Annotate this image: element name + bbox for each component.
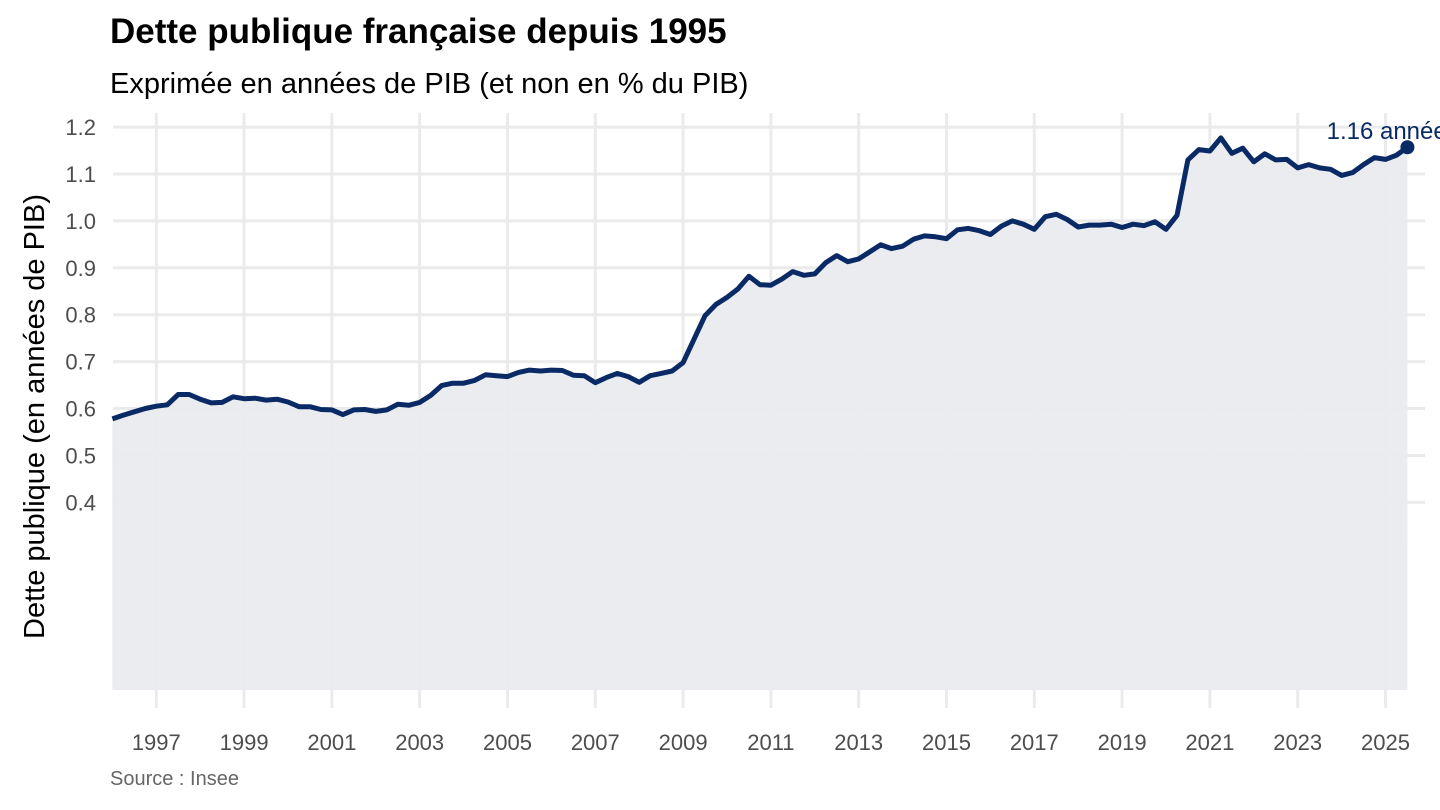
x-tick-label: 2013 (834, 730, 883, 755)
y-tick-label: 0.9 (65, 256, 96, 281)
y-tick-label: 1.1 (65, 162, 96, 187)
x-tick-label: 2009 (659, 730, 708, 755)
x-tick-label: 1999 (220, 730, 269, 755)
y-tick-label: 1.2 (65, 115, 96, 140)
x-tick-label: 2001 (307, 730, 356, 755)
y-tick-label: 0.7 (65, 350, 96, 375)
y-axis: 0.4 0.5 0.6 0.7 0.8 0.9 1.0 1.1 1.2 (65, 115, 96, 515)
y-tick-label: 0.5 (65, 443, 96, 468)
x-tick-label: 1997 (132, 730, 181, 755)
x-tick-label: 2021 (1185, 730, 1234, 755)
x-axis: 1997 1999 2001 2003 2005 2007 2009 2011 2013 2015… (132, 730, 1410, 755)
x-tick-label: 2025 (1361, 730, 1410, 755)
x-tick-label: 2007 (571, 730, 620, 755)
y-axis-title: Dette publique (en années de PIB) (19, 194, 51, 639)
annotation-label: 1.16 année de PIB (1327, 118, 1440, 145)
y-tick-label: 0.4 (65, 490, 96, 515)
x-tick-label: 2003 (395, 730, 444, 755)
y-tick-label: 1.0 (65, 209, 96, 234)
x-tick-label: 2015 (922, 730, 971, 755)
y-tick-label: 0.6 (65, 397, 96, 422)
source-caption: Source : Insee (110, 768, 239, 790)
series-line (111, 135, 1409, 422)
x-tick-label: 2019 (1098, 730, 1147, 755)
x-tick-label: 2011 (747, 730, 794, 755)
y-tick-label: 0.8 (65, 303, 96, 328)
last-point-marker (1400, 140, 1415, 155)
x-tick-label: 2023 (1273, 730, 1322, 755)
chart-subtitle: Exprimée en années de PIB (et non en % d… (110, 68, 749, 100)
x-tick-label: 2005 (483, 730, 532, 755)
area-fill (112, 137, 1408, 690)
chart-title: Dette publique française depuis 1995 (110, 12, 727, 51)
x-tick-label: 2017 (1010, 730, 1059, 755)
